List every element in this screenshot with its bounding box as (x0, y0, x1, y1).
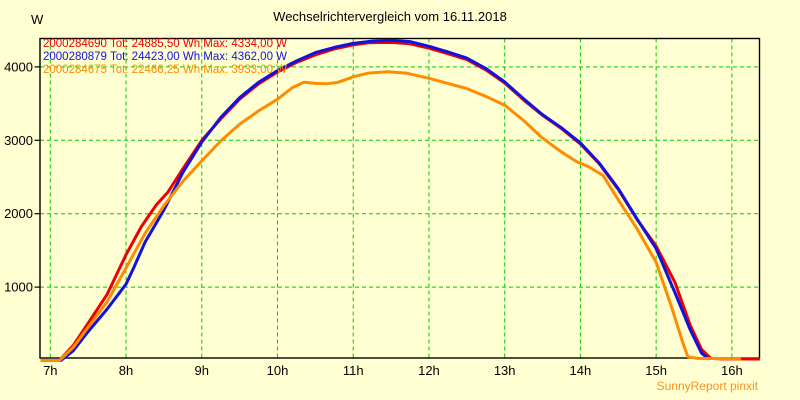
series-line-2000284690 (40, 40, 760, 362)
y-tick-label: 1000 (4, 280, 33, 295)
watermark-text: SunnyReport pinxit (656, 379, 758, 393)
x-tick-label: 11h (343, 363, 364, 378)
plot-frame (39, 37, 761, 359)
x-tick-label: 15h (645, 363, 667, 378)
x-tick-label: 12h (418, 363, 440, 378)
x-tick-label: 8h (119, 363, 133, 378)
legend: 2000284690 Tot: 24885,50 Wh Max: 4334,00… (43, 38, 287, 77)
x-tick-label: 13h (494, 363, 516, 378)
y-axis-unit-label: W (31, 12, 44, 27)
y-tick-label: 3000 (4, 133, 33, 148)
x-tick-label: 10h (267, 363, 289, 378)
x-tick-label: 16h (721, 363, 743, 378)
x-tick-label: 14h (570, 363, 592, 378)
legend-entry-orange: 2000284675 Tot: 22466,25 Wh Max: 3933,00… (43, 64, 288, 76)
series-line-2000280879 (40, 38, 711, 362)
y-tick-label: 2000 (4, 206, 33, 221)
y-tick-label: 4000 (4, 59, 33, 74)
x-tick-label: 9h (195, 363, 209, 378)
legend-entry-red: 2000284690 Tot: 24885,50 Wh Max: 4334,00… (43, 38, 288, 50)
series-line-2000284675 (40, 70, 742, 362)
x-tick-label: 7h (43, 363, 57, 378)
chart-title: Wechselrichtervergleich vom 16.11.2018 (273, 9, 507, 24)
legend-entry-blue: 2000280879 Tot: 24423,00 Wh Max: 4362,00… (43, 51, 288, 63)
